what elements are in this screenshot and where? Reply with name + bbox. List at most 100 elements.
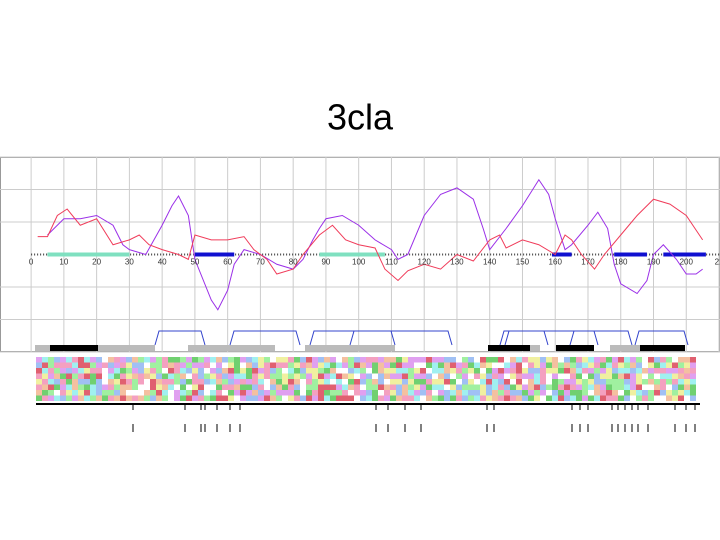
alignment-cell [360, 390, 366, 396]
alignment-cell [600, 379, 606, 385]
alignment-cell [606, 384, 612, 390]
alignment-cell [618, 373, 624, 379]
alignment-cell [432, 373, 438, 379]
alignment-cell [570, 368, 576, 374]
alignment-cell [564, 357, 570, 363]
alignment-cell [486, 373, 492, 379]
alignment-cell [282, 357, 288, 363]
alignment-cell [78, 368, 84, 374]
alignment-cell [372, 395, 378, 401]
alignment-cell [660, 373, 666, 379]
alignment-cell [600, 357, 606, 363]
alignment-cell [90, 384, 96, 390]
alignment-cell [384, 362, 390, 368]
alignment-cell [84, 379, 90, 385]
alignment-cell [456, 373, 462, 379]
alignment-cell [372, 368, 378, 374]
alignment-cell [636, 390, 642, 396]
alignment-cell [348, 395, 354, 401]
alignment-cell [84, 357, 90, 363]
alignment-cell [144, 362, 150, 368]
alignment-cell [84, 368, 90, 374]
alignment-cell [138, 373, 144, 379]
alignment-cell [558, 368, 564, 374]
alignment-cell [384, 379, 390, 385]
alignment-cell [312, 390, 318, 396]
alignment-cell [360, 373, 366, 379]
alignment-cell [474, 357, 480, 363]
alignment-cell [528, 395, 534, 401]
alignment-cell [318, 368, 324, 374]
alignment-cell [42, 357, 48, 363]
alignment-cell [324, 362, 330, 368]
alignment-cell [408, 357, 414, 363]
alignment-cell [180, 395, 186, 401]
alignment-cell [126, 384, 132, 390]
alignment-cell [606, 395, 612, 401]
alignment-cell [498, 395, 504, 401]
alignment-cell [372, 373, 378, 379]
alignment-cell [546, 379, 552, 385]
alignment-cell [390, 395, 396, 401]
alignment-cell [240, 395, 246, 401]
alignment-cell [486, 390, 492, 396]
alignment-cell [564, 373, 570, 379]
alignment-cell [96, 357, 102, 363]
alignment-cell [468, 368, 474, 374]
alignment-cell [672, 395, 678, 401]
alignment-cell [366, 373, 372, 379]
alignment-cell [414, 395, 420, 401]
alignment-cell [60, 362, 66, 368]
alignment-cell [198, 362, 204, 368]
alignment-cell [156, 395, 162, 401]
alignment-cell [594, 384, 600, 390]
alignment-cell [108, 379, 114, 385]
alignment-cell [510, 390, 516, 396]
alignment-cell [270, 395, 276, 401]
alignment-cell [36, 373, 42, 379]
alignment-cell [480, 357, 486, 363]
alignment-cell [594, 390, 600, 396]
alignment-cell [438, 368, 444, 374]
alignment-cell [684, 395, 690, 401]
alignment-cell [258, 357, 264, 363]
alignment-cell [318, 390, 324, 396]
x-tick-label: 120 [418, 258, 432, 267]
alignment-cell [162, 362, 168, 368]
alignment-cell [222, 373, 228, 379]
alignment-cell [54, 368, 60, 374]
alignment-cell [240, 390, 246, 396]
alignment-cell [270, 373, 276, 379]
alignment-cell [300, 362, 306, 368]
alignment-cell [540, 357, 546, 363]
alignment-cell [480, 384, 486, 390]
alignment-cell [384, 368, 390, 374]
alignment-cell [222, 379, 228, 385]
alignment-cell [384, 384, 390, 390]
alignment-cell [420, 390, 426, 396]
alignment-cell [318, 357, 324, 363]
alignment-cell [216, 379, 222, 385]
alignment-cell [480, 373, 486, 379]
alignment-cell [48, 390, 54, 396]
alignment-cell [546, 390, 552, 396]
alignment-cell [138, 368, 144, 374]
alignment-cell [600, 368, 606, 374]
alignment-cell [282, 384, 288, 390]
alignment-cell [186, 379, 192, 385]
alignment-cell [204, 395, 210, 401]
alignment-cell [534, 395, 540, 401]
alignment-cell [336, 357, 342, 363]
alignment-cell [330, 384, 336, 390]
alignment-cell [120, 390, 126, 396]
alignment-cell [270, 390, 276, 396]
alignment-cell [522, 395, 528, 401]
alignment-cell [306, 357, 312, 363]
alignment-cell [156, 373, 162, 379]
alignment-cell [204, 362, 210, 368]
alignment-cell [294, 379, 300, 385]
alignment-cell [666, 390, 672, 396]
alignment-cell [312, 362, 318, 368]
alignment-cell [678, 384, 684, 390]
